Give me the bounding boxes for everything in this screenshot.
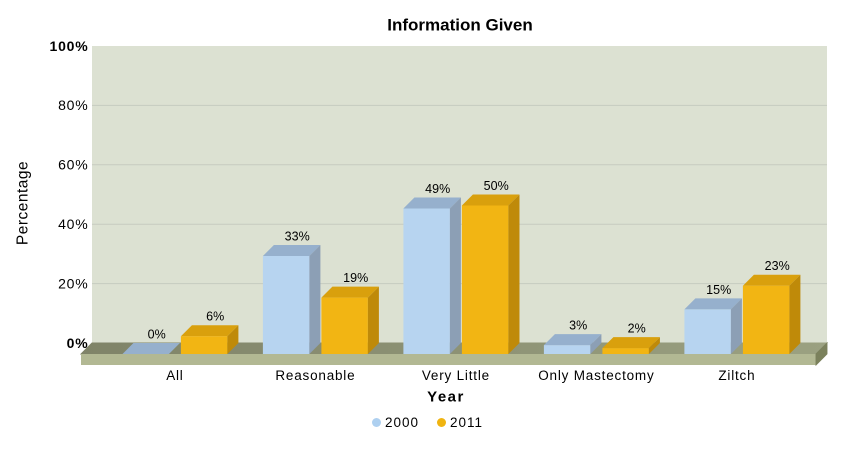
- svg-text:Only Mastectomy: Only Mastectomy: [538, 368, 654, 383]
- svg-text:Very Little: Very Little: [422, 368, 490, 383]
- svg-text:20%: 20%: [58, 275, 88, 291]
- svg-text:23%: 23%: [765, 259, 790, 273]
- svg-text:2000: 2000: [385, 415, 419, 430]
- svg-text:3%: 3%: [569, 319, 587, 333]
- svg-text:80%: 80%: [58, 97, 88, 113]
- svg-text:0%: 0%: [67, 335, 89, 351]
- svg-text:0%: 0%: [148, 328, 166, 342]
- svg-text:Percentage: Percentage: [15, 161, 32, 245]
- svg-text:33%: 33%: [285, 230, 310, 244]
- svg-text:100%: 100%: [49, 38, 88, 54]
- svg-text:50%: 50%: [484, 179, 509, 193]
- svg-text:Reasonable: Reasonable: [275, 368, 355, 383]
- svg-text:6%: 6%: [206, 310, 224, 324]
- svg-text:2%: 2%: [628, 322, 646, 336]
- svg-text:15%: 15%: [706, 283, 731, 297]
- svg-text:49%: 49%: [425, 182, 450, 196]
- svg-text:19%: 19%: [343, 271, 368, 285]
- svg-text:Information Given: Information Given: [387, 16, 532, 35]
- svg-text:2011: 2011: [450, 415, 483, 430]
- svg-text:Year: Year: [427, 389, 465, 406]
- svg-text:All: All: [166, 368, 183, 383]
- svg-text:Ziltch: Ziltch: [718, 368, 755, 383]
- svg-text:40%: 40%: [58, 216, 88, 232]
- svg-text:60%: 60%: [58, 157, 88, 173]
